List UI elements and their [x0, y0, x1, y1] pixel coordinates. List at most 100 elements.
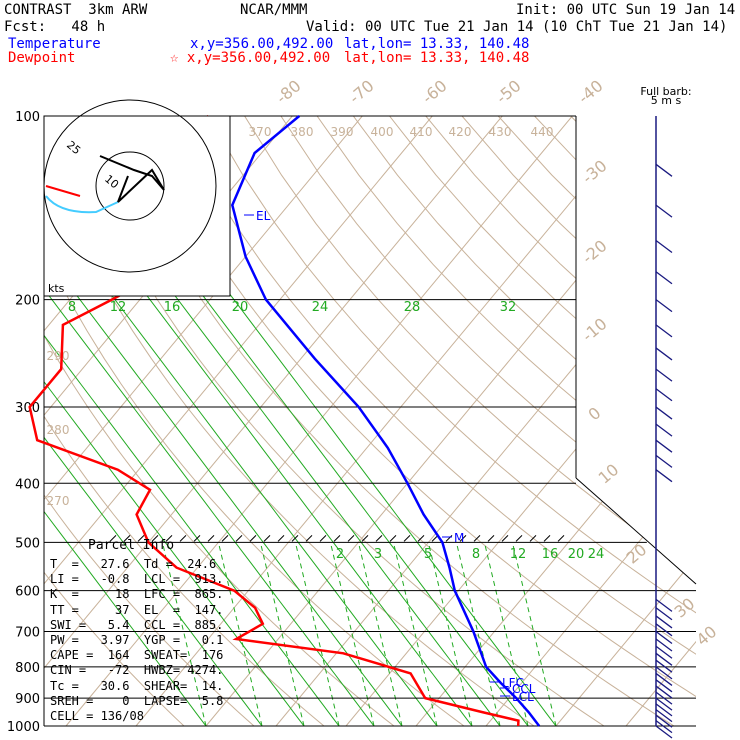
mixing-ratio-label: 28 [404, 300, 421, 315]
tropopause-hatch [319, 535, 327, 542]
wind-barb [655, 720, 673, 734]
isotherm-label: -30 [578, 156, 610, 187]
dewpoint-latlon: lat,lon= 13.33, 140.48 [344, 50, 530, 66]
tropopause-hatch [543, 535, 551, 542]
isotherm-line [44, 116, 503, 726]
dry-adiabat-line [389, 116, 696, 726]
mixing-ratio-label: 12 [510, 547, 527, 562]
dry-adiabat-line [44, 116, 465, 726]
mixing-ratio-line [217, 542, 263, 726]
parcel-info-row: CIN = -72 HWBZ= 4274. [50, 663, 224, 678]
mixing-ratio-line [511, 542, 557, 726]
wind-barb [655, 271, 673, 285]
mixing-ratio-label: 20 [232, 300, 249, 315]
moist-adiabat-line [44, 116, 473, 726]
mixing-ratio-line [294, 542, 340, 726]
wind-barb [655, 652, 673, 666]
wind-barb [655, 630, 673, 645]
wind-barb [655, 709, 673, 723]
tropopause-hatch [277, 535, 285, 542]
mixing-ratio-line [259, 542, 305, 726]
theta-label: 410 [410, 125, 433, 139]
mixing-ratio-label: 20 [568, 547, 585, 562]
parcel-info-row: K = 18 LFC = 865. [50, 587, 224, 602]
parcel-info-row: SWI = 5.4 CCL = 885. [50, 617, 224, 632]
wind-barb [655, 615, 673, 629]
tropopause-hatch [165, 535, 173, 542]
wind-barb [655, 623, 673, 637]
moist-adiabat-line [44, 116, 207, 726]
pressure-label-200: 200 [15, 294, 40, 309]
isotherm-label: -80 [272, 76, 304, 107]
moist-adiabat-line [44, 116, 403, 726]
wind-barb [655, 645, 673, 659]
level-marker-lcl: LCL [512, 690, 534, 704]
isotherm-label: 20 [623, 540, 651, 568]
wind-barb [655, 388, 673, 402]
theta-label: 420 [449, 125, 472, 139]
isotherm-line [0, 116, 12, 726]
wind-barb [655, 672, 673, 686]
moist-adiabat-line [44, 116, 263, 726]
tropopause-hatch [459, 535, 467, 542]
tropopause-hatch [487, 535, 495, 542]
wind-barb [655, 697, 673, 711]
theta-label: 270 [47, 494, 70, 508]
wind-barb [655, 685, 673, 699]
tropopause-hatch [291, 535, 299, 542]
valid-time: Valid: 00 UTC Tue 21 Jan 14 (10 ChT Tue … [306, 19, 728, 35]
temperature-profile [230, 115, 541, 727]
mixing-ratio-label: 12 [110, 300, 127, 315]
parcel-info-row: T = 27.6 Td = 24.6 [50, 557, 217, 571]
hodograph-ring-inner [95, 151, 165, 221]
isotherm-label: -10 [578, 314, 610, 345]
theta-label: 390 [331, 125, 354, 139]
level-marker-m: M [454, 531, 464, 545]
mixing-ratio-line [392, 542, 438, 726]
wind-barb [655, 406, 673, 420]
wind-barb [655, 666, 673, 680]
mixing-ratio-label: 16 [542, 547, 559, 562]
tropopause-hatch [333, 535, 341, 542]
mixing-ratio-line [329, 542, 375, 726]
mixing-ratio-label: 8 [68, 300, 76, 315]
isotherm-line [555, 116, 696, 726]
temperature-legend: Temperature [8, 36, 101, 52]
hodograph-segment-red [45, 185, 81, 197]
dry-adiabat-line [135, 116, 696, 726]
isotherm-line [65, 116, 573, 726]
theta-label: 380 [291, 125, 314, 139]
theta-label: 440 [531, 125, 554, 139]
isotherm-line [625, 116, 696, 726]
tropopause-hatch [403, 535, 411, 542]
isotherm-line [345, 116, 696, 726]
wind-barb [655, 368, 673, 382]
pressure-label-1000: 1000 [7, 720, 40, 735]
forecast-hour: Fcst: 48 h [4, 19, 106, 35]
theta-label: 370 [249, 125, 272, 139]
mixing-ratio-line [161, 542, 207, 726]
moist-adiabat-line [44, 116, 501, 726]
tropopause-hatch [389, 535, 397, 542]
mixing-ratio-line [427, 542, 473, 726]
parcel-info-panel: Parcel Info T = 27.6 Td = 24.6 LI = -0.8 … [44, 536, 234, 726]
isotherm-label: -60 [418, 76, 450, 107]
wind-barb [655, 163, 673, 177]
moist-adiabat-line [44, 116, 305, 726]
pressure-label-400: 400 [15, 477, 40, 492]
dry-adiabat-line [63, 116, 605, 726]
parcel-info-row: SREH = 0 LAPSE= 5.8 [50, 693, 224, 708]
wind-barb [655, 299, 673, 313]
dry-adiabat-line [352, 116, 696, 726]
tropopause-hatch [137, 535, 145, 542]
mixing-ratio-line [483, 542, 529, 726]
hodograph-box [43, 115, 231, 297]
parcel-info-row: CAPE = 164 SWEAT= 176 [50, 648, 224, 663]
tropopause-hatch [193, 535, 201, 542]
wind-barb [655, 638, 673, 652]
pressure-label-900: 900 [15, 692, 40, 707]
tropopause-hatch [221, 535, 229, 542]
